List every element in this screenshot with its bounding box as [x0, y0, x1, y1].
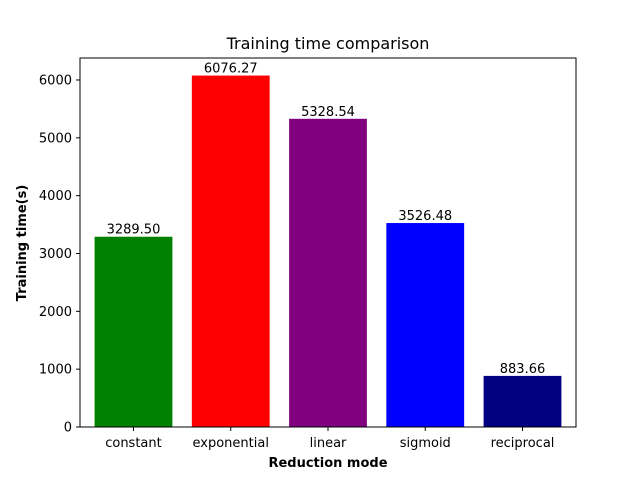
data-labels: 3289.50 6076.27 5328.54 3526.48 883.66: [107, 62, 546, 377]
y-tick-label: 2000: [39, 305, 72, 320]
plot-frame: [79, 57, 577, 428]
x-axis-label: Reduction mode: [268, 456, 387, 471]
y-tick-label: 1000: [39, 363, 72, 378]
bar-exponential: [191, 75, 270, 427]
bar-sigmoid: [386, 223, 465, 427]
data-label-exponential: 6076.27: [204, 62, 258, 77]
x-tick-label-exponential: exponential: [193, 436, 269, 451]
y-tick-label: 0: [64, 421, 72, 436]
bars: [94, 75, 562, 427]
y-axis-label: Training time(s): [15, 185, 30, 302]
bar-reciprocal: [483, 375, 562, 427]
x-tick-label-linear: linear: [310, 436, 347, 451]
x-tick-label-constant: constant: [105, 436, 162, 451]
data-label-reciprocal: 883.66: [500, 362, 546, 377]
data-label-sigmoid: 3526.48: [398, 209, 452, 224]
data-label-linear: 5328.54: [301, 105, 355, 120]
bar-linear: [289, 118, 367, 427]
data-label-constant: 3289.50: [107, 223, 161, 238]
y-tick-label: 4000: [39, 189, 72, 204]
y-tick-label: 3000: [39, 247, 72, 262]
x-tick-label-sigmoid: sigmoid: [400, 436, 451, 451]
y-tick-label: 6000: [39, 73, 72, 88]
chart-title: Training time comparison: [226, 34, 430, 53]
axis-ticks: 0 1000 2000 3000 4000 5000 6000 constant exponen…: [39, 73, 555, 451]
x-tick-label-reciprocal: reciprocal: [491, 436, 555, 451]
y-tick-label: 5000: [39, 131, 72, 146]
bar-constant: [94, 236, 173, 427]
